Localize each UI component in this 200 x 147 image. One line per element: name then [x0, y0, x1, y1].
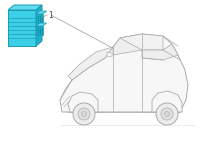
Circle shape [73, 103, 95, 125]
Polygon shape [36, 26, 43, 35]
Polygon shape [68, 47, 113, 80]
Circle shape [82, 112, 86, 117]
Polygon shape [68, 92, 98, 112]
Polygon shape [36, 5, 42, 46]
Polygon shape [36, 11, 47, 14]
Polygon shape [36, 23, 47, 26]
Circle shape [164, 112, 170, 117]
Circle shape [161, 108, 173, 120]
Polygon shape [113, 34, 142, 55]
Polygon shape [60, 34, 188, 112]
Text: 1: 1 [48, 10, 53, 20]
Circle shape [78, 108, 90, 120]
Polygon shape [142, 44, 178, 60]
Polygon shape [36, 14, 43, 23]
Polygon shape [8, 10, 36, 46]
Polygon shape [152, 91, 182, 112]
Polygon shape [107, 52, 112, 57]
Circle shape [156, 103, 178, 125]
Polygon shape [8, 5, 42, 10]
Polygon shape [120, 34, 163, 50]
